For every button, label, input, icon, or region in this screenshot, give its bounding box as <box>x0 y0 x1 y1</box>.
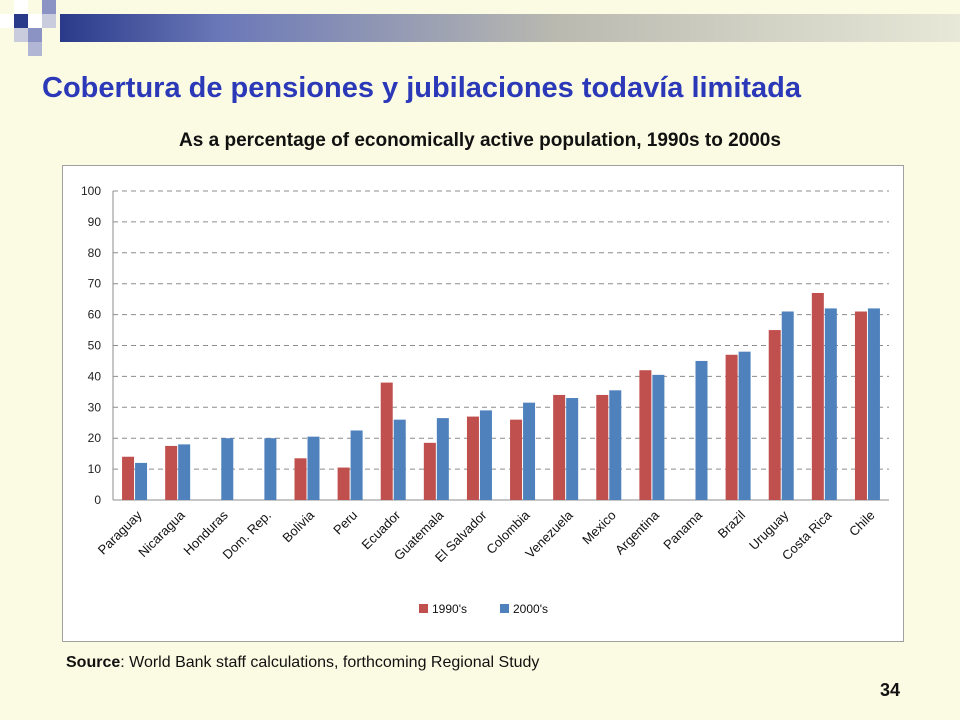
y-tick-label: 60 <box>88 308 102 322</box>
bar <box>781 311 794 500</box>
deco-square <box>14 14 28 28</box>
chart-container: 0 10 20 30 40 50 60 70 80 90 100 Paraguay Nicaragua H… <box>62 165 904 642</box>
bar <box>221 438 234 500</box>
bar <box>854 311 867 500</box>
bar <box>639 370 652 500</box>
deco-square <box>42 0 56 14</box>
bar <box>423 442 436 500</box>
x-tick-label: Bolivia <box>279 507 317 545</box>
x-tick-label: Chile <box>846 508 878 540</box>
header-gradient-bar <box>60 14 960 42</box>
x-tick-label: Panama <box>660 507 705 552</box>
y-tick-label: 30 <box>88 400 102 414</box>
legend-label: 2000's <box>513 602 548 616</box>
bar <box>768 330 781 500</box>
deco-square <box>0 14 14 28</box>
bar <box>264 438 277 500</box>
x-tick-label: Mexico <box>579 508 619 548</box>
bar <box>165 445 178 500</box>
y-tick-label: 90 <box>88 215 102 229</box>
y-tick-label: 10 <box>88 462 102 476</box>
bar <box>380 382 393 500</box>
x-tick-label: Nicaragua <box>135 507 188 560</box>
x-tick-label: Brazil <box>715 507 749 541</box>
decorative-squares <box>0 0 56 56</box>
bar <box>652 374 665 500</box>
bar <box>738 351 751 500</box>
bar <box>436 418 449 500</box>
bar <box>824 308 837 500</box>
legend-label: 1990's <box>432 602 467 616</box>
deco-square <box>28 42 42 56</box>
deco-square <box>14 28 28 42</box>
bar <box>695 360 708 500</box>
page-number: 34 <box>880 680 901 700</box>
x-tick-label: Argentina <box>612 507 663 558</box>
bar <box>122 456 135 500</box>
bar <box>178 444 191 500</box>
source-label: Source <box>66 654 121 671</box>
x-tick-label: Venezuela <box>522 507 576 561</box>
bar <box>350 430 363 500</box>
bar <box>393 419 406 500</box>
bar <box>337 467 350 500</box>
chart-subtitle: As a percentage of economically active p… <box>179 130 781 151</box>
bar <box>867 308 880 500</box>
bar <box>135 462 148 500</box>
y-tick-label: 80 <box>88 246 102 260</box>
legend-swatch <box>419 604 428 613</box>
bar <box>609 390 622 500</box>
source-text: : World Bank staff calculations, forthco… <box>120 654 540 671</box>
deco-square <box>14 0 28 14</box>
y-tick-label: 70 <box>88 277 102 291</box>
bar <box>566 398 579 500</box>
bar-chart: 0102030405060708090100ParaguayNicaraguaH… <box>81 184 889 616</box>
deco-square <box>28 14 42 28</box>
y-tick-label: 20 <box>88 431 102 445</box>
x-tick-label: Peru <box>330 508 360 538</box>
bar <box>294 458 307 500</box>
bar <box>510 419 523 500</box>
bar <box>523 402 536 500</box>
bar <box>553 394 566 500</box>
legend-swatch <box>500 604 509 613</box>
bar <box>479 410 492 500</box>
y-tick-label: 0 <box>94 493 101 507</box>
bar <box>811 292 824 500</box>
bar <box>596 394 609 500</box>
bar <box>725 354 738 500</box>
bar <box>307 436 320 500</box>
y-tick-label: 40 <box>88 369 102 383</box>
slide-title: Cobertura de pensiones y jubilaciones to… <box>42 72 802 104</box>
source-note: Source: World Bank staff calculations, f… <box>66 654 539 672</box>
deco-square <box>28 28 42 42</box>
bar <box>466 416 479 500</box>
y-tick-label: 50 <box>88 339 102 353</box>
deco-square <box>42 14 56 28</box>
y-tick-label: 100 <box>81 184 101 198</box>
